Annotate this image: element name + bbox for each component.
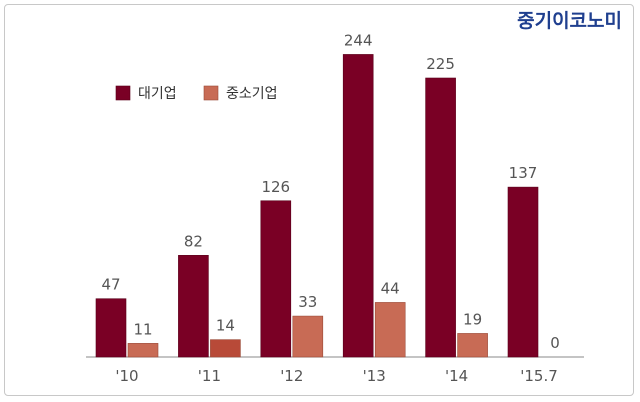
legend-label-large: 대기업 (138, 86, 177, 102)
bar-large-5 (507, 186, 539, 358)
bar-large-0 (95, 298, 127, 358)
value-label-large-1: 82 (184, 232, 203, 250)
x-tick-label-4: '14 (445, 367, 468, 385)
brand-logo: 중기이코노미 (517, 10, 622, 32)
bar-small-3 (374, 302, 406, 358)
value-label-small-2: 33 (298, 293, 317, 311)
x-tick-label-1: '11 (198, 367, 221, 385)
x-tick-label-3: '13 (363, 367, 386, 385)
bar-large-4 (425, 77, 456, 358)
value-label-large-3: 244 (344, 31, 373, 49)
value-label-small-5: 0 (550, 334, 560, 352)
bar-small-1 (210, 339, 241, 358)
x-tick-label-2: '12 (280, 367, 303, 385)
bar-small-4 (457, 333, 488, 358)
legend-label-small: 중소기업 (226, 86, 278, 102)
bar-large-1 (178, 255, 209, 358)
x-tick-label-5: '15.7 (520, 367, 558, 385)
x-tick-label-0: '10 (115, 367, 138, 385)
bar-small-0 (127, 343, 159, 358)
bar-small-2 (292, 315, 324, 358)
value-label-small-3: 44 (381, 279, 400, 297)
value-label-small-4: 19 (463, 310, 482, 328)
bar-large-3 (342, 54, 374, 358)
value-label-large-5: 137 (509, 164, 538, 182)
bar-large-2 (260, 200, 292, 358)
legend-swatch-large (115, 85, 131, 101)
value-label-small-1: 14 (216, 317, 235, 335)
value-label-small-0: 11 (133, 320, 152, 338)
value-label-large-0: 47 (101, 276, 120, 294)
value-label-large-4: 225 (426, 55, 455, 73)
value-label-large-2: 126 (261, 178, 290, 196)
legend-swatch-small (203, 85, 219, 101)
